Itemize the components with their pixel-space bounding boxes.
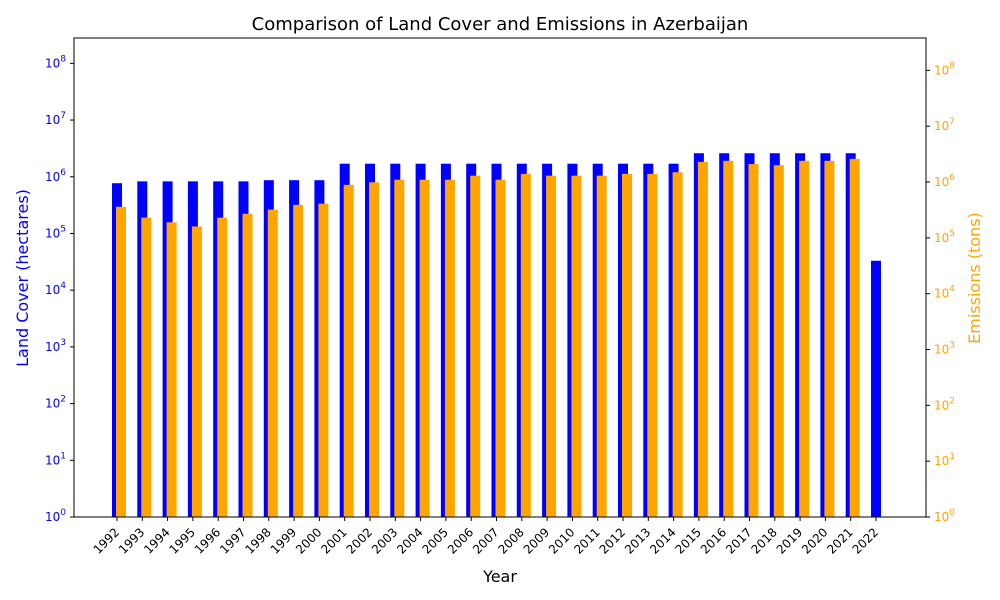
right-y-tick-label: 105 xyxy=(934,229,955,245)
right-y-tick-label: 107 xyxy=(934,117,955,133)
x-tick-label-1996: 1996 xyxy=(192,525,223,556)
x-tick-label-2018: 2018 xyxy=(748,525,779,556)
emissions-bar-2006 xyxy=(470,175,481,518)
x-tick-label-2021: 2021 xyxy=(824,525,855,556)
emissions-bar-1995 xyxy=(191,226,202,517)
emissions-bar-2001 xyxy=(343,184,354,517)
x-tick-label-1994: 1994 xyxy=(141,525,172,556)
right-y-tick-label: 103 xyxy=(934,341,955,357)
left-y-tick-label: 107 xyxy=(45,111,66,127)
emissions-bar-2000 xyxy=(318,203,329,517)
emissions-bar-1992 xyxy=(116,206,126,518)
right-y-tick-label: 104 xyxy=(934,285,955,301)
x-tick-label-1992: 1992 xyxy=(91,525,122,556)
x-axis-label: Year xyxy=(482,567,517,586)
emissions-bar-2005 xyxy=(444,179,455,517)
right-y-tick-label: 108 xyxy=(934,61,955,77)
x-tick-label-2020: 2020 xyxy=(799,525,830,556)
bars-layer xyxy=(112,153,881,518)
emissions-bar-2020 xyxy=(824,160,835,518)
plot-frame xyxy=(73,37,927,518)
chart-title: Comparison of Land Cover and Emissions i… xyxy=(252,14,749,35)
emissions-bar-2017 xyxy=(748,164,759,518)
land-cover-bar-2022 xyxy=(871,260,881,517)
emissions-bar-2012 xyxy=(622,173,632,517)
emissions-bar-2007 xyxy=(495,179,506,517)
emissions-bar-2011 xyxy=(596,175,607,518)
x-tick-label-2005: 2005 xyxy=(420,525,451,556)
x-tick-label-2017: 2017 xyxy=(723,525,754,556)
left-y-tick-label: 105 xyxy=(45,224,66,240)
x-tick-label-1997: 1997 xyxy=(217,525,248,556)
left-y-tick-label: 102 xyxy=(45,395,66,411)
emissions-bar-1993 xyxy=(141,217,152,517)
right-y-tick-label: 102 xyxy=(934,396,955,412)
x-tick-label-1999: 1999 xyxy=(268,525,299,556)
left-y-tick-label: 101 xyxy=(45,451,66,467)
x-tick-label-2016: 2016 xyxy=(698,525,729,556)
left-y-tick-label: 103 xyxy=(45,338,66,354)
emissions-bar-2019 xyxy=(799,160,810,518)
emissions-bar-2014 xyxy=(672,172,683,517)
x-tick-label-2002: 2002 xyxy=(344,525,375,556)
x-tick-label-2001: 2001 xyxy=(318,525,349,556)
emissions-bar-2008 xyxy=(520,173,531,517)
right-y-axis-label: Emissions (tons) xyxy=(965,212,984,344)
left-y-tick-label: 104 xyxy=(45,281,66,297)
x-tick-label-2004: 2004 xyxy=(394,525,425,556)
emissions-bar-2013 xyxy=(647,173,658,517)
emissions-bar-2002 xyxy=(369,182,379,517)
x-tick-label-2007: 2007 xyxy=(470,525,501,556)
left-y-axis-label: Land Cover (hectares) xyxy=(13,189,32,367)
x-tick-label-2010: 2010 xyxy=(546,525,577,556)
x-tick-label-2009: 2009 xyxy=(521,525,552,556)
emissions-bar-2004 xyxy=(419,179,430,517)
x-tick-label-1995: 1995 xyxy=(167,525,198,556)
x-tick-label-2006: 2006 xyxy=(445,525,476,556)
x-tick-label-2022: 2022 xyxy=(850,525,881,556)
emissions-bar-1997 xyxy=(242,213,253,517)
x-tick-label-2008: 2008 xyxy=(495,525,526,556)
emissions-bar-2021 xyxy=(849,158,860,518)
x-tick-label-2000: 2000 xyxy=(293,525,324,556)
right-y-axis: 100 101 102 103 104 105 106 107 108 xyxy=(926,61,955,524)
x-tick-label-2003: 2003 xyxy=(369,525,400,556)
x-tick-label-1998: 1998 xyxy=(242,525,273,556)
x-tick-label-2014: 2014 xyxy=(647,525,678,556)
x-tick-label-1993: 1993 xyxy=(116,525,147,556)
left-y-tick-label: 108 xyxy=(45,54,66,70)
emissions-bar-1994 xyxy=(166,222,177,518)
right-y-tick-label: 101 xyxy=(934,452,955,468)
x-tick-label-2011: 2011 xyxy=(571,525,602,556)
emissions-bar-2018 xyxy=(773,165,784,517)
x-axis: 1992199319941995199619971998199920002001… xyxy=(91,517,881,557)
emissions-bar-1999 xyxy=(293,204,304,518)
emissions-bar-1998 xyxy=(267,209,278,517)
x-tick-label-2013: 2013 xyxy=(622,525,653,556)
emissions-bar-2010 xyxy=(571,175,582,518)
right-y-tick-label: 106 xyxy=(934,173,955,189)
emissions-bar-2016 xyxy=(723,160,734,518)
left-y-tick-label: 100 xyxy=(45,508,66,524)
x-tick-label-2015: 2015 xyxy=(673,525,704,556)
emissions-bar-2009 xyxy=(546,175,557,518)
emissions-bar-2003 xyxy=(394,179,405,517)
x-tick-label-2012: 2012 xyxy=(597,525,628,556)
right-y-tick-label: 100 xyxy=(934,508,955,524)
emissions-bar-1996 xyxy=(217,217,228,517)
emissions-bar-2015 xyxy=(697,161,708,517)
left-y-axis: 100 101 102 103 104 105 106 107 108 xyxy=(45,54,74,524)
x-tick-label-2019: 2019 xyxy=(774,525,805,556)
left-y-tick-label: 106 xyxy=(45,168,66,184)
